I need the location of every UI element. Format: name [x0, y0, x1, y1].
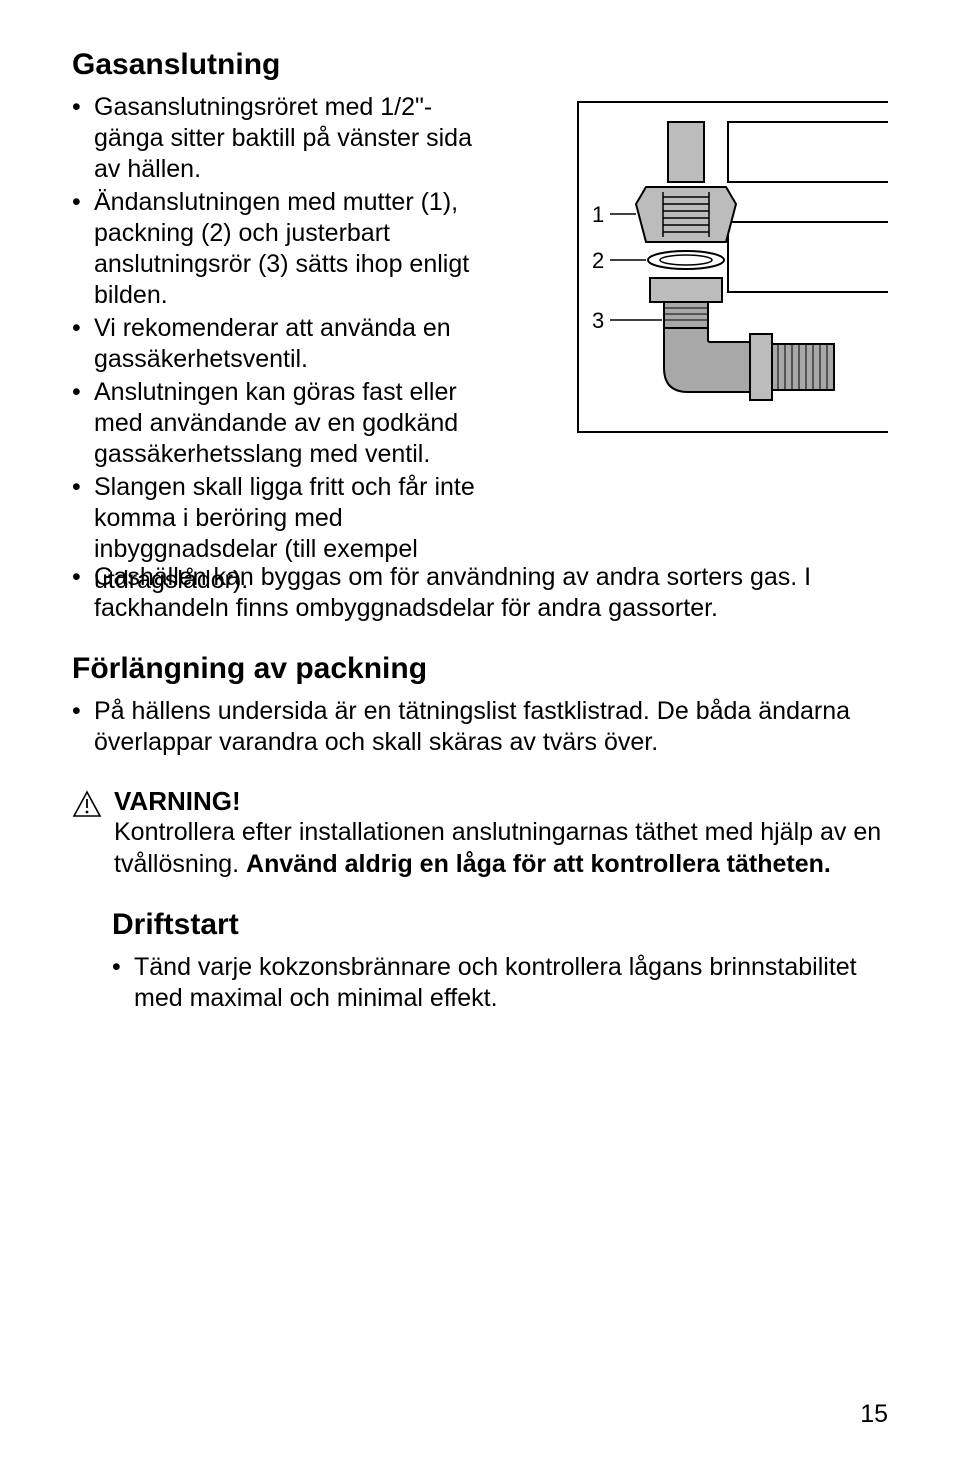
- fig-gasket: [648, 251, 724, 269]
- gas-connection-diagram: 1 2 3: [518, 92, 888, 442]
- start-title: Driftstart: [112, 908, 888, 942]
- gas-text-column: Gasanslutningsröret med 1/2"-gänga sitte…: [72, 92, 500, 598]
- fig-elbow: [650, 278, 834, 400]
- warning-block: VARNING! Kontrollera efter installatione…: [72, 786, 888, 880]
- gas-two-column: Gasanslutningsröret med 1/2"-gänga sitte…: [72, 92, 888, 598]
- gas-bullets: Gasanslutningsröret med 1/2"-gänga sitte…: [72, 92, 500, 596]
- driftstart-block: Driftstart Tänd varje kokzonsbrännare oc…: [112, 908, 888, 1014]
- start-b1: Tänd varje kokzonsbrännare och kontrolle…: [112, 952, 888, 1014]
- fig-label-1: 1: [592, 202, 604, 227]
- fig-label-2: 2: [592, 248, 604, 273]
- packing-b1: På hällens undersida är en tätningslist …: [72, 696, 888, 758]
- warning-text: Kontrollera efter installationen anslutn…: [114, 817, 888, 880]
- gas-b6: Gashällen kan byggas om för användning a…: [72, 562, 888, 624]
- gas-bullets-wide: Gashällen kan byggas om för användning a…: [72, 562, 888, 624]
- page: Gasanslutning Gasanslutningsröret med 1/…: [0, 0, 960, 1465]
- gas-title: Gasanslutning: [72, 48, 888, 82]
- warning-body: VARNING! Kontrollera efter installatione…: [114, 786, 888, 880]
- gas-b4: Anslutningen kan göras fast eller med an…: [72, 377, 500, 470]
- packing-bullets: På hällens undersida är en tätningslist …: [72, 696, 888, 758]
- fig-nut: [636, 187, 736, 242]
- fig-label-3: 3: [592, 308, 604, 333]
- warning-label: VARNING!: [114, 786, 888, 817]
- start-bullets: Tänd varje kokzonsbrännare och kontrolle…: [112, 952, 888, 1014]
- gas-b1: Gasanslutningsröret med 1/2"-gänga sitte…: [72, 92, 500, 185]
- packing-title: Förlängning av packning: [72, 652, 888, 686]
- gas-b3: Vi rekomenderar att använda en gassäkerh…: [72, 313, 500, 375]
- warning-triangle-icon: [72, 790, 102, 818]
- gas-b2: Ändanslutningen med mutter (1), packning…: [72, 187, 500, 311]
- gas-figure-column: 1 2 3: [518, 92, 888, 598]
- warning-text-b: Använd aldrig en låga för att kontroller…: [246, 850, 831, 878]
- page-number: 15: [860, 1400, 888, 1429]
